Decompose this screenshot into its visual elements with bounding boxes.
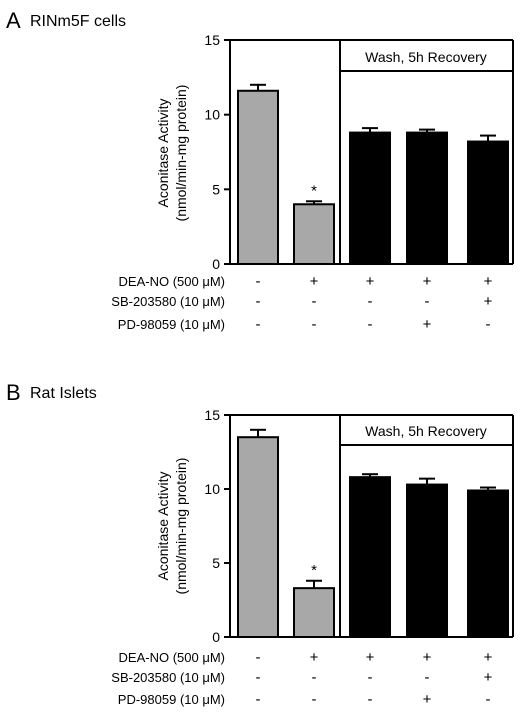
plot-area: Wash, 5h Recovery * 0 5 10 15: [204, 32, 514, 272]
panel-a: A RINm5F cells Aconitase Activity (nmol/…: [6, 8, 514, 333]
y-tick-label: 15: [204, 407, 220, 423]
condition-label-pd-98059: PD-98059 (10 μM): [118, 317, 225, 332]
bar: [467, 489, 509, 639]
sign-cell: -: [256, 649, 261, 666]
bar: [349, 476, 391, 638]
plot-area: Wash, 5h Recovery * 0 5 10 15: [204, 407, 514, 645]
y-axis-label-line1: Aconitase Activity: [155, 99, 171, 208]
sign-cell: -: [486, 316, 491, 333]
sign-cell: -: [312, 293, 317, 310]
panel-title: RINm5F cells: [30, 13, 126, 30]
sign-cell: -: [256, 316, 261, 333]
sign-cell: +: [484, 649, 493, 666]
condition-label-sb-203580: SB-203580 (10 μM): [111, 670, 225, 685]
bar: [349, 131, 391, 265]
sign-cell: +: [484, 293, 493, 310]
sign-cell: -: [368, 669, 373, 686]
sign-cell: -: [312, 669, 317, 686]
bar: [237, 436, 279, 639]
sign-cell: -: [256, 293, 261, 310]
y-tick-label: 10: [204, 107, 220, 123]
condition-table: DEA-NO (500 μM) SB-203580 (10 μM) PD-980…: [111, 273, 492, 333]
condition-label-dea-no: DEA-NO (500 μM): [119, 274, 225, 289]
y-axis-label: Aconitase Activity (nmol/min-mg protein): [155, 458, 189, 595]
bar: [406, 131, 448, 265]
condition-label-sb-203580: SB-203580 (10 μM): [111, 294, 225, 309]
y-tick-label: 0: [212, 256, 220, 272]
sign-cell: +: [423, 691, 432, 708]
recovery-box-label: Wash, 5h Recovery: [365, 49, 487, 65]
bar: [293, 203, 335, 265]
sign-cell: -: [256, 273, 261, 290]
sign-cell: -: [256, 669, 261, 686]
condition-label-dea-no: DEA-NO (500 μM): [119, 650, 225, 665]
sign-cell: +: [423, 649, 432, 666]
sign-cell: +: [310, 273, 319, 290]
y-axis-label-line1: Aconitase Activity: [155, 472, 171, 581]
sign-cell: +: [366, 273, 375, 290]
bar: [293, 587, 335, 638]
sign-cell: -: [368, 691, 373, 708]
panel-b: B Rat Islets Aconitase Activity (nmol/mi…: [6, 380, 514, 708]
sign-cell: +: [484, 273, 493, 290]
y-axis-label-line2: (nmol/min-mg protein): [173, 458, 189, 595]
significance-marker: *: [311, 562, 317, 579]
y-axis-label: Aconitase Activity (nmol/min-mg protein): [155, 85, 189, 222]
y-tick-label: 10: [204, 481, 220, 497]
condition-label-pd-98059: PD-98059 (10 μM): [118, 692, 225, 707]
bar: [467, 140, 509, 265]
y-tick-label: 5: [212, 181, 220, 197]
sign-cell: -: [368, 293, 373, 310]
sign-cell: +: [484, 669, 493, 686]
bar: [406, 483, 448, 638]
y-tick-label: 0: [212, 629, 220, 645]
sign-cell: -: [425, 669, 430, 686]
panel-title: Rat Islets: [30, 385, 97, 402]
sign-cell: +: [423, 316, 432, 333]
sign-cell: -: [486, 691, 491, 708]
significance-marker: *: [311, 182, 317, 199]
sign-cell: +: [310, 649, 319, 666]
sign-cell: +: [366, 649, 375, 666]
sign-cell: +: [423, 273, 432, 290]
panel-letter: B: [6, 380, 21, 405]
condition-table: DEA-NO (500 μM) SB-203580 (10 μM) PD-980…: [111, 649, 492, 708]
sign-cell: -: [256, 691, 261, 708]
sign-cell: -: [312, 691, 317, 708]
sign-cell: -: [368, 316, 373, 333]
sign-cell: -: [425, 293, 430, 310]
recovery-box-label: Wash, 5h Recovery: [365, 423, 487, 439]
y-tick-label: 5: [212, 555, 220, 571]
bar: [237, 89, 279, 265]
y-axis-label-line2: (nmol/min-mg protein): [173, 85, 189, 222]
sign-cell: -: [312, 316, 317, 333]
y-tick-label: 15: [204, 32, 220, 48]
panel-letter: A: [6, 8, 21, 33]
